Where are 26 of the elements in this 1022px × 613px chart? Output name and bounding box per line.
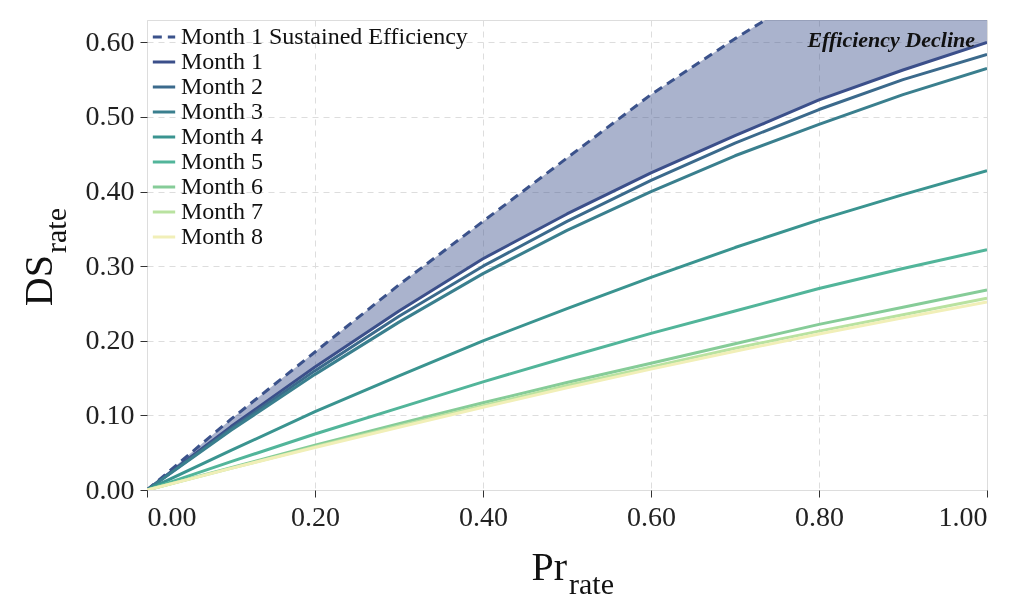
y-tick-label: 0.50 <box>85 100 135 132</box>
x-tick-label: 0.20 <box>291 500 340 532</box>
legend-label: Month 3 <box>181 98 264 124</box>
legend-label: Month 1 <box>181 48 264 74</box>
y-tick-label: 0.60 <box>85 25 135 57</box>
legend-label: Month 4 <box>181 123 264 149</box>
legend-label: Month 8 <box>181 223 264 249</box>
legend-label: Month 1 Sustained Efficiency <box>181 23 468 49</box>
x-tick-label: 0.00 <box>147 500 197 532</box>
y-tick-label: 0.10 <box>85 398 135 430</box>
x-tick-label: 0.80 <box>795 500 844 532</box>
line-series <box>147 169 987 490</box>
x-tick-label: 0.60 <box>627 500 676 532</box>
legend-label: Month 7 <box>181 198 264 224</box>
line-series <box>147 248 987 490</box>
y-tick-label: 0.20 <box>85 324 135 356</box>
legend-label: Month 6 <box>181 173 264 199</box>
legend-label: Month 2 <box>181 73 264 99</box>
annotation: Efficiency Decline <box>806 27 976 52</box>
x-tick-label: 0.40 <box>459 500 508 532</box>
legend-label: Month 5 <box>181 148 264 174</box>
x-tick-label: 1.00 <box>938 500 988 532</box>
y-tick-label: 0.40 <box>85 175 135 207</box>
y-axis-title: DSrate <box>16 208 72 307</box>
y-tick-label: 0.00 <box>85 473 135 505</box>
y-tick-label: 0.30 <box>85 249 135 281</box>
